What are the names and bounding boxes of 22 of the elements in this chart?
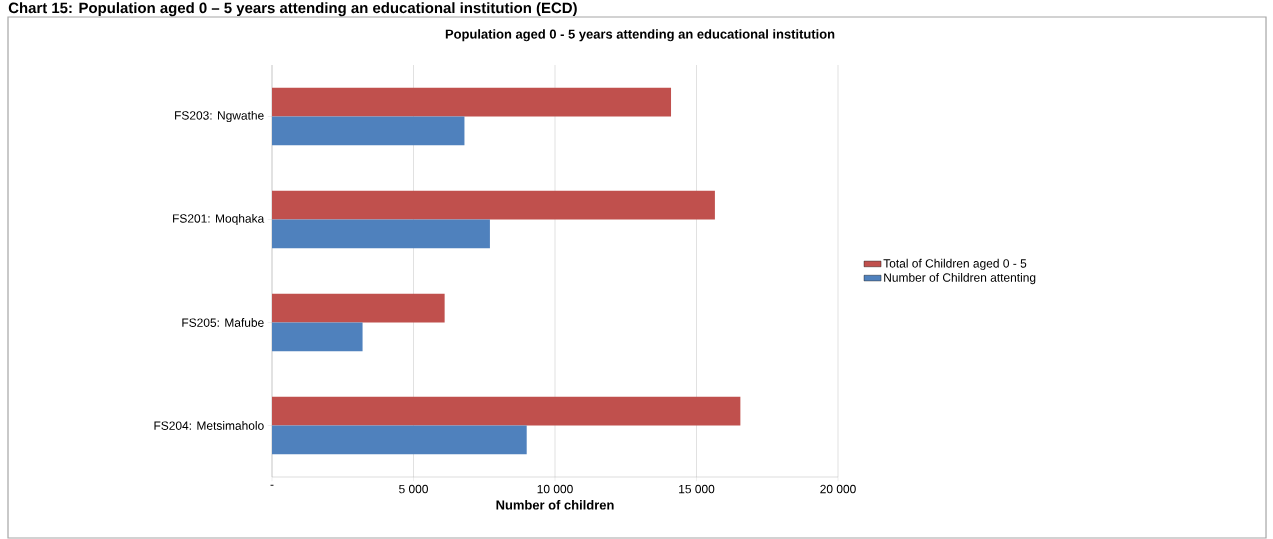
y-tick-label: FS204: Metsimaholo bbox=[154, 421, 264, 430]
bar bbox=[272, 190, 715, 220]
x-tick-label: - bbox=[270, 484, 274, 486]
y-tick-label: FS201: Moqhaka bbox=[173, 213, 265, 226]
bar bbox=[272, 322, 363, 352]
bar bbox=[272, 293, 445, 323]
bar bbox=[272, 219, 490, 249]
x-axis-title: Number of children bbox=[496, 500, 614, 510]
y-tick-label: FS205: Mafube bbox=[182, 318, 264, 327]
bar bbox=[272, 396, 741, 426]
chart-title: Population aged 0 - 5 years attending an educational institution bbox=[445, 29, 835, 42]
x-tick-label: 5 000 bbox=[399, 484, 428, 494]
x-tick-label: 10 000 bbox=[537, 484, 573, 494]
x-tick-label: 20 000 bbox=[820, 484, 856, 494]
bar bbox=[272, 116, 465, 146]
legend-label: Total of Children aged 0 - 5 bbox=[883, 258, 1027, 270]
bar bbox=[272, 87, 672, 117]
legend-label: Number of Children attenting bbox=[884, 273, 1036, 285]
y-tick-label: FS203: Ngwathe bbox=[175, 110, 264, 123]
x-tick-label: 15 000 bbox=[679, 484, 715, 494]
caption: Chart 15: Population aged 0 – 5 years attending an educational institution (ECD) bbox=[8, 2, 577, 17]
bar bbox=[272, 425, 527, 455]
